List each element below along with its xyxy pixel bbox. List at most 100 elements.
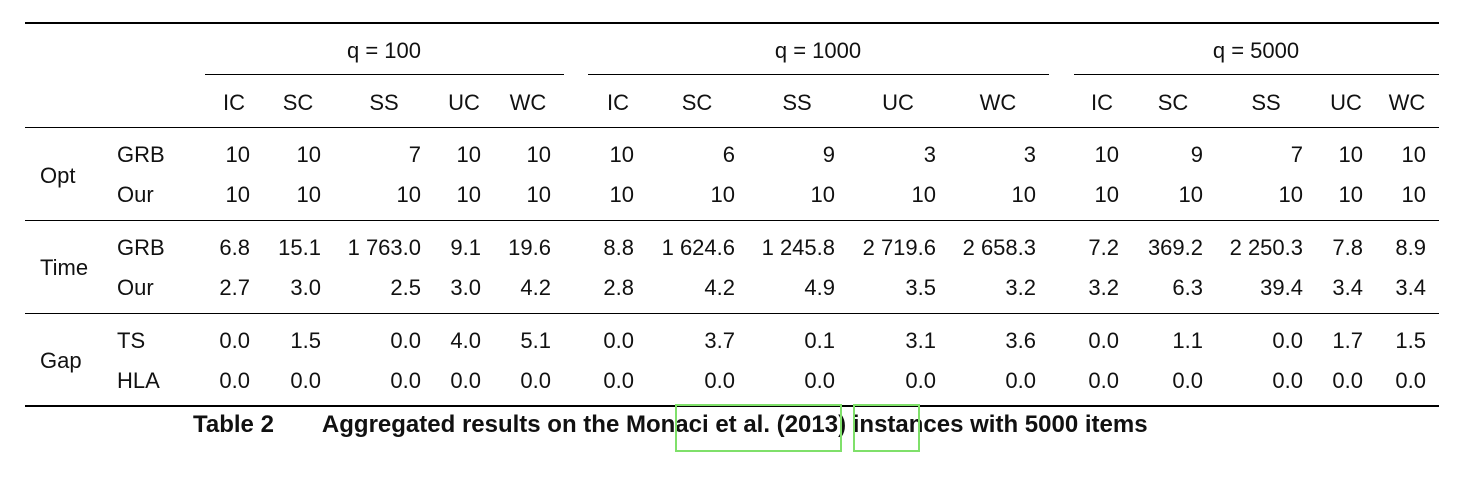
- table-cell: 10: [810, 182, 835, 207]
- col-header: SC: [282, 90, 314, 115]
- table-cell: 3.0: [290, 275, 321, 300]
- citation-link-year[interactable]: 2013: [784, 411, 839, 438]
- table-cell: 19.6: [508, 235, 551, 260]
- table-cell: 10: [526, 142, 551, 167]
- table-cell: 1.7: [1332, 328, 1363, 353]
- row-label: HLA: [117, 368, 160, 393]
- table-cell: 1 763.0: [347, 235, 421, 260]
- table-cell: 10: [911, 182, 936, 207]
- col-header: IC: [1091, 90, 1113, 115]
- table-cell: 0.0: [1272, 368, 1303, 393]
- table-cell: 2.7: [219, 275, 250, 300]
- table-cell: 10: [1338, 182, 1363, 207]
- table-cell: 0.0: [905, 368, 936, 393]
- table-cell: 1 245.8: [761, 235, 835, 260]
- col-header: WC: [979, 90, 1017, 115]
- table-cell: 3.5: [905, 275, 936, 300]
- table-cell: 2 658.3: [962, 235, 1036, 260]
- table-cell: 3: [1023, 142, 1036, 167]
- table-cell: 7: [1290, 142, 1303, 167]
- table-cell: 8.9: [1395, 235, 1426, 260]
- row-label: GRB: [117, 235, 165, 260]
- table-cell: 0.0: [390, 328, 421, 353]
- table-cell: 0.0: [704, 368, 735, 393]
- table-cell: 2 719.6: [862, 235, 936, 260]
- table-cell: 10: [526, 182, 551, 207]
- table-cell: 0.1: [804, 328, 835, 353]
- bottom-rule: [25, 405, 1439, 407]
- table-cell: 9: [822, 142, 835, 167]
- col-header: UC: [1330, 90, 1362, 115]
- table-cell: 0.0: [603, 368, 634, 393]
- col-header: IC: [607, 90, 629, 115]
- group-underline-q1000: [588, 74, 1049, 75]
- table-cell: 4.2: [704, 275, 735, 300]
- row-label: Our: [117, 275, 154, 300]
- table-cell: 10: [456, 182, 481, 207]
- header-rule: [25, 127, 1439, 128]
- table-cell: 10: [225, 142, 250, 167]
- group-underline-q5000: [1074, 74, 1439, 75]
- caption-suffix: ) instances with 5000 items: [838, 411, 1148, 438]
- table-cell: 1.5: [290, 328, 321, 353]
- table-cell: 4.9: [804, 275, 835, 300]
- table-cell: 3.6: [1005, 328, 1036, 353]
- table-cell: 0.0: [1172, 368, 1203, 393]
- section-rule-time-gap: [25, 313, 1439, 314]
- table-cell: 6.8: [219, 235, 250, 260]
- citation-link-authors[interactable]: Monaci et al.: [625, 411, 771, 438]
- table-cell: 0.0: [520, 368, 551, 393]
- row-label: GRB: [117, 142, 165, 167]
- table-cell: 7.2: [1088, 235, 1119, 260]
- table-cell: 1.1: [1172, 328, 1203, 353]
- table-cell: 6.3: [1172, 275, 1203, 300]
- table-cell: 10: [1178, 182, 1203, 207]
- table-cell: 0.0: [1088, 368, 1119, 393]
- citation-highlight-authors[interactable]: [675, 404, 842, 452]
- table-cell: 10: [609, 142, 634, 167]
- col-header: SS: [1251, 90, 1281, 115]
- table-cell: 10: [1338, 142, 1363, 167]
- table-cell: 0.0: [219, 328, 250, 353]
- col-header: IC: [223, 90, 245, 115]
- col-header: SS: [369, 90, 399, 115]
- col-header: WC: [509, 90, 547, 115]
- row-label: TS: [117, 328, 146, 353]
- table-cell: 10: [296, 142, 321, 167]
- table-cell: 10: [609, 182, 634, 207]
- top-rule: [25, 22, 1439, 24]
- table-cell: 6: [722, 142, 735, 167]
- caption-prefix: Aggregated results on the: [321, 411, 626, 438]
- table-cell: 0.0: [1395, 368, 1426, 393]
- table-cell: 3.1: [905, 328, 936, 353]
- citation-highlight-year[interactable]: [853, 404, 920, 452]
- table-cell: 3.7: [704, 328, 735, 353]
- col-header: SC: [1157, 90, 1189, 115]
- group-header-q5000: q = 5000: [1212, 38, 1300, 63]
- table-cell: 9.1: [450, 235, 481, 260]
- section-label-gap: Gap: [40, 348, 82, 373]
- table-cell: 10: [296, 182, 321, 207]
- table-cell: 2 250.3: [1229, 235, 1303, 260]
- table-cell: 10: [1278, 182, 1303, 207]
- table-cell: 0.0: [219, 368, 250, 393]
- table-cell: 10: [1094, 142, 1119, 167]
- table-cell: 0.0: [804, 368, 835, 393]
- table-cell: 3.2: [1005, 275, 1036, 300]
- table-cell: 5.1: [520, 328, 551, 353]
- table-cell: 10: [225, 182, 250, 207]
- table-cell: 3.4: [1332, 275, 1363, 300]
- table-cell: 0.0: [450, 368, 481, 393]
- table-cell: 0.0: [1005, 368, 1036, 393]
- row-label: Our: [117, 182, 154, 207]
- group-underline-q100: [205, 74, 564, 75]
- table-cell: 2.8: [603, 275, 634, 300]
- table-cell: 10: [456, 142, 481, 167]
- table-cell: 0.0: [390, 368, 421, 393]
- section-label-opt: Opt: [40, 163, 76, 188]
- table-caption: Table 2 Aggregated results on the Monaci …: [193, 410, 1148, 440]
- table-cell: 7.8: [1332, 235, 1363, 260]
- col-header: UC: [882, 90, 914, 115]
- table-cell: 7: [408, 142, 421, 167]
- table-cell: 0.0: [290, 368, 321, 393]
